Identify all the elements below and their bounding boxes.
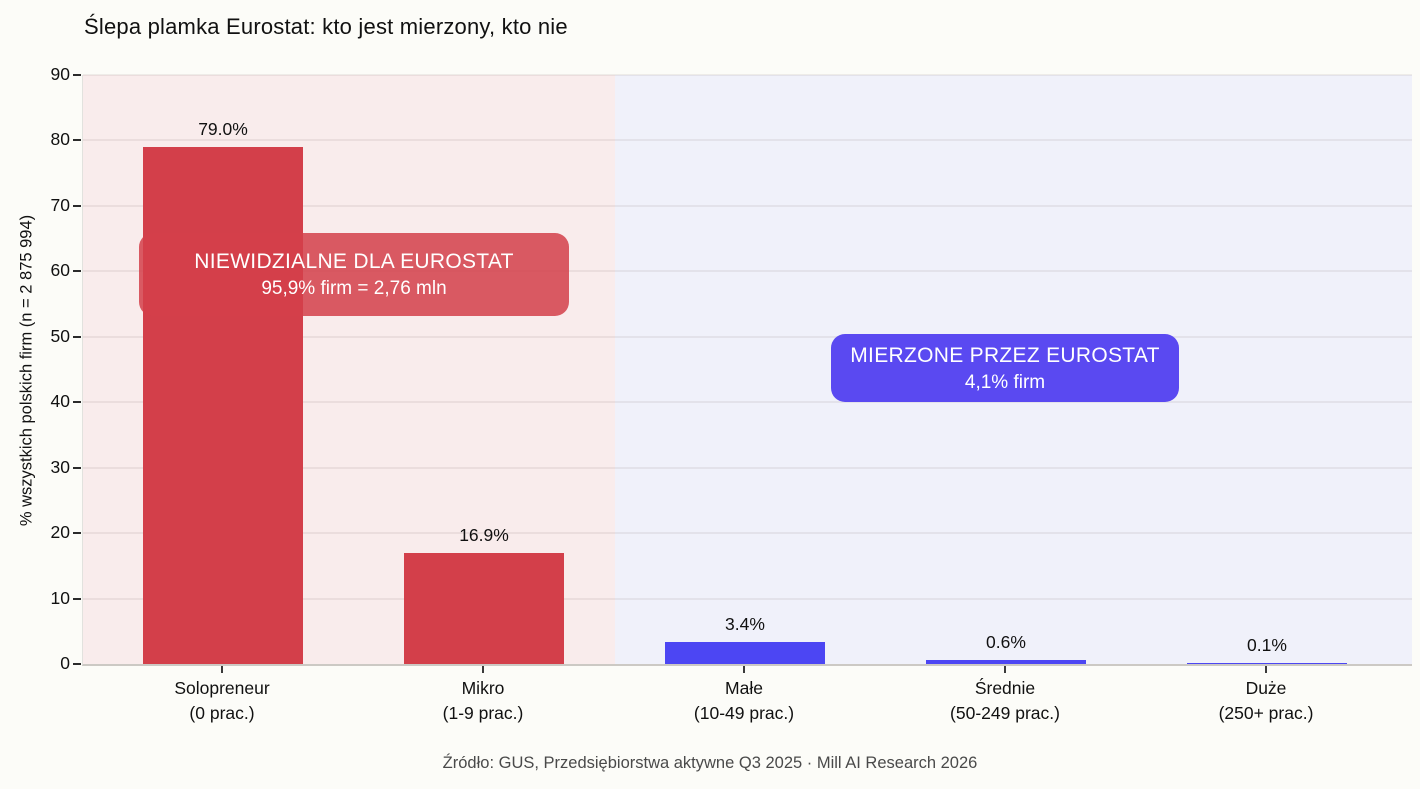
bar-value-label-duze: 0.1% [1247,635,1287,655]
x-category-label-male: Małe (10-49 prac.) [624,676,864,726]
bar-solopreneur [143,147,303,664]
annotation-headline: MIERZONE PRZEZ EUROSTAT [850,343,1160,367]
y-tick-label-90: 90 [50,64,70,84]
x-tick-mark-mikro [482,666,484,673]
annotation-subline: 4,1% firm [964,371,1046,393]
gridline-20 [83,532,1412,535]
category-size-range: (50-249 prac.) [950,703,1060,723]
category-name: Solopreneur [174,678,270,698]
y-tick-label-50: 50 [50,325,70,346]
bar-male [665,641,825,664]
y-tick-label-0: 0 [60,653,70,673]
y-tick-label-10: 10 [50,587,70,608]
y-tick-mark-60 [73,270,81,273]
y-tick-mark-0 [73,663,81,665]
y-tick-label-30: 30 [50,456,70,477]
x-category-label-duze: Duże (250+ prac.) [1146,676,1386,726]
bar-srednie [926,660,1086,664]
y-tick-mark-10 [73,597,81,600]
gridline-50 [83,335,1412,338]
y-tick-mark-80 [73,139,81,142]
bar-duze [1187,663,1347,664]
chart-title: Ślepa plamka Eurostat: kto jest mierzony… [84,14,568,39]
category-name: Małe [725,678,763,698]
category-name: Mikro [461,678,505,698]
plot-area: 79.0% 16.9% 3.4% 0.6% 0.1% NIEWIDZIALNE DLA E… [82,74,1412,666]
bar-value-label-mikro: 16.9% [459,525,509,546]
gridline-10 [83,597,1412,600]
bar-value-label-solopreneur: 79.0% [198,118,248,139]
y-tick-mark-50 [73,335,81,338]
gridline-30 [83,466,1412,469]
annotation-mierzone: MIERZONE PRZEZ EUROSTAT 4,1% firm [831,334,1179,402]
y-tick-mark-40 [73,401,81,404]
y-tick-label-40: 40 [50,391,70,412]
y-tick-mark-30 [73,466,81,469]
y-axis-title: % wszystkich polskich firm (n = 2 875 99… [17,214,36,527]
bar-mikro [404,553,564,664]
y-tick-mark-20 [73,532,81,535]
y-tick-label-80: 80 [50,129,70,150]
category-name: Średnie [974,678,1036,698]
x-tick-mark-solopreneur [221,666,223,673]
y-tick-mark-70 [73,204,81,207]
y-tick-label-70: 70 [50,194,70,215]
bar-value-label-male: 3.4% [725,613,765,634]
gridline-40 [83,401,1412,404]
gridline-60 [83,270,1412,273]
y-tick-label-20: 20 [50,522,70,543]
source-caption: Źródło: GUS, Przedsiębiorstwa aktywne Q3… [442,754,978,772]
gridline-90 [83,74,1412,76]
x-category-label-srednie: Średnie (50-249 prac.) [885,676,1125,726]
annotation-headline: NIEWIDZIALNE DLA EUROSTAT [194,250,514,273]
bar-value-label-srednie: 0.6% [986,632,1026,653]
x-tick-mark-male [743,666,745,673]
x-tick-mark-srednie [1004,666,1006,673]
x-tick-mark-duze [1265,666,1267,673]
category-size-range: (1-9 prac.) [442,703,524,723]
annotation-niewidzialne: NIEWIDZIALNE DLA EUROSTAT 95,9% firm = 2,… [139,233,569,316]
category-size-range: (10-49 prac.) [693,703,795,723]
category-size-range: (0 prac.) [189,703,255,723]
gridline-80 [83,139,1412,142]
y-tick-label-60: 60 [50,260,70,281]
category-name: Duże [1245,678,1287,698]
gridline-70 [83,204,1412,207]
y-tick-mark-90 [73,74,81,76]
x-category-label-solopreneur: Solopreneur (0 prac.) [102,676,342,726]
annotation-subline: 95,9% firm = 2,76 mln [261,278,447,299]
category-size-range: (250+ prac.) [1218,703,1314,723]
x-category-label-mikro: Mikro (1-9 prac.) [363,676,603,726]
